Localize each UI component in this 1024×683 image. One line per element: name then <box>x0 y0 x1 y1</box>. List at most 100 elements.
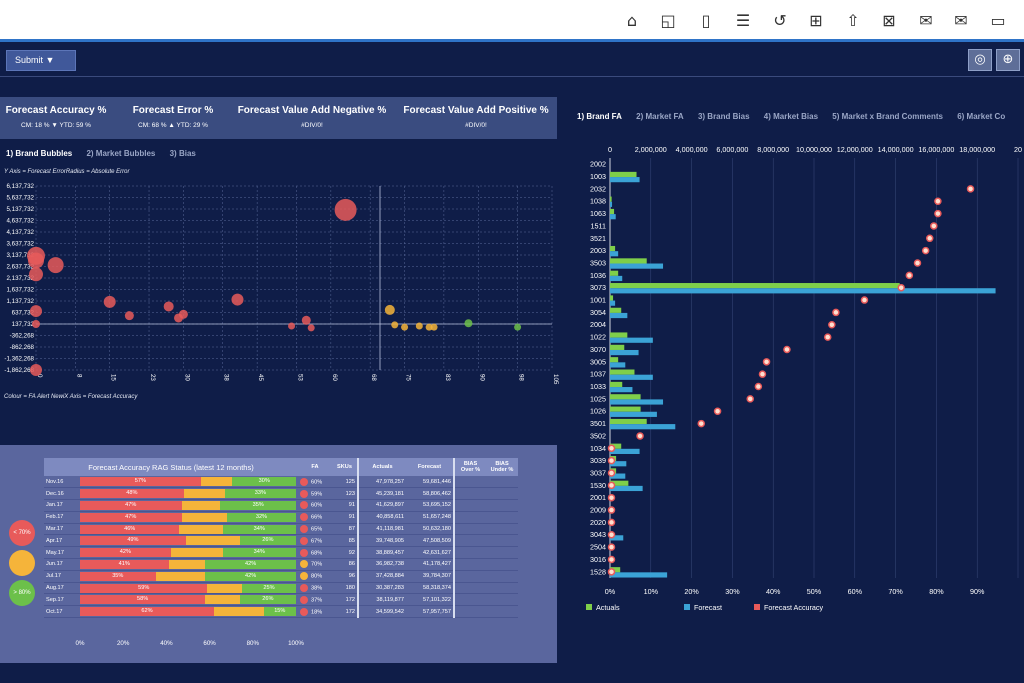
forecast-bar[interactable] <box>610 177 640 183</box>
forecast-bar[interactable] <box>610 349 639 356</box>
tab-market-bubbles[interactable]: 2) Market Bubbles <box>86 149 156 158</box>
chart-edit-icon[interactable]: ◱ <box>660 11 676 30</box>
accuracy-point[interactable] <box>762 358 771 366</box>
rag-stacked-bar[interactable]: 35% 42% <box>80 571 296 581</box>
forecast-bar[interactable] <box>610 399 664 405</box>
refresh-icon[interactable]: ↺ <box>773 11 787 30</box>
rag-stacked-bar[interactable]: 47% 32% <box>80 512 296 522</box>
accuracy-point[interactable] <box>934 197 942 205</box>
actuals-bar[interactable] <box>610 196 612 202</box>
tab-market-brand-comments[interactable]: 5) Market x Brand Comments <box>832 112 943 121</box>
bookmark-icon[interactable]: ▯ <box>701 11 711 30</box>
actuals-bar[interactable] <box>610 567 621 573</box>
accuracy-point[interactable] <box>607 568 616 576</box>
actuals-bar[interactable] <box>610 394 641 400</box>
actuals-bar[interactable] <box>610 406 641 412</box>
forecast-bar[interactable] <box>610 448 640 454</box>
tab-brand-fa[interactable]: 1) Brand FA <box>577 112 622 121</box>
globe-icon[interactable]: ⊕ <box>996 49 1020 71</box>
filter-icon[interactable]: ☰ <box>735 11 751 30</box>
accuracy-point[interactable] <box>713 407 722 415</box>
accuracy-point[interactable] <box>607 469 616 477</box>
forecast-bar[interactable] <box>610 572 668 578</box>
forecast-bar[interactable] <box>610 387 633 393</box>
bubble-point[interactable] <box>514 323 522 331</box>
tab-bias[interactable]: 3) Bias <box>169 149 196 158</box>
bubble-point[interactable] <box>30 305 42 318</box>
forecast-bar[interactable] <box>610 251 619 257</box>
bubble-point[interactable] <box>163 301 174 312</box>
rag-stacked-bar[interactable]: 59% 25% <box>80 583 296 593</box>
accuracy-point[interactable] <box>754 382 763 391</box>
forecast-bar[interactable] <box>610 424 676 430</box>
bubble-point[interactable] <box>103 295 116 308</box>
accuracy-point[interactable] <box>828 321 836 329</box>
accuracy-point[interactable] <box>823 333 832 341</box>
rag-stacked-bar[interactable]: 49% 26% <box>80 536 296 546</box>
tab-brand-bubbles[interactable]: 1) Brand Bubbles <box>6 149 73 158</box>
accuracy-point[interactable] <box>897 283 905 292</box>
forecast-bar[interactable] <box>610 485 643 492</box>
actuals-bar[interactable] <box>610 208 615 215</box>
accuracy-point[interactable] <box>607 531 616 539</box>
tab-market-fa[interactable]: 2) Market FA <box>636 112 684 121</box>
bubble-point[interactable] <box>425 323 433 331</box>
tab-market-co[interactable]: 6) Market Co <box>957 112 1006 121</box>
present-icon[interactable]: ⊞ <box>809 11 823 30</box>
accuracy-point[interactable] <box>607 456 616 465</box>
actuals-bar[interactable] <box>610 307 622 313</box>
bubble-point[interactable] <box>464 319 473 328</box>
bubble-point[interactable] <box>30 364 42 376</box>
actuals-bar[interactable] <box>610 245 616 252</box>
actuals-bar[interactable] <box>610 171 637 178</box>
actuals-bar[interactable] <box>610 381 623 388</box>
bubble-point[interactable] <box>29 267 43 282</box>
accuracy-point[interactable] <box>758 370 767 378</box>
actuals-bar[interactable] <box>610 332 628 338</box>
bubble-point[interactable] <box>32 320 40 328</box>
forecast-bar[interactable] <box>610 337 653 343</box>
bubble-point[interactable] <box>430 323 438 331</box>
rag-stacked-bar[interactable]: 48% 33% <box>80 489 296 499</box>
share-icon[interactable]: ⇧ <box>846 11 860 30</box>
forecast-bar[interactable] <box>610 374 653 380</box>
accuracy-point[interactable] <box>930 222 938 230</box>
accuracy-point[interactable] <box>913 259 922 267</box>
accuracy-point[interactable] <box>921 246 930 255</box>
actuals-bar[interactable] <box>610 480 629 486</box>
accuracy-point[interactable] <box>607 555 616 564</box>
rag-stacked-bar[interactable]: 42% 34% <box>80 548 296 558</box>
accuracy-point[interactable] <box>607 444 616 453</box>
bubble-point[interactable] <box>47 257 64 274</box>
window-icon[interactable]: ▭ <box>990 11 1006 30</box>
accuracy-point[interactable] <box>697 419 706 428</box>
bubble-point[interactable] <box>401 323 409 331</box>
submit-button[interactable]: Submit ▼ <box>6 50 76 71</box>
bubble-point[interactable] <box>415 322 423 330</box>
accuracy-point[interactable] <box>636 432 644 440</box>
accuracy-point[interactable] <box>607 543 616 551</box>
forecast-bar[interactable] <box>610 461 627 467</box>
bubble-point[interactable] <box>301 315 311 325</box>
forecast-bar[interactable] <box>610 362 626 368</box>
bubble-point[interactable] <box>231 293 244 306</box>
forecast-bar[interactable] <box>610 288 996 294</box>
bubble-point[interactable] <box>288 322 296 330</box>
bubble-point[interactable] <box>334 198 357 221</box>
actuals-bar[interactable] <box>610 369 635 375</box>
actuals-bar[interactable] <box>610 270 619 276</box>
accuracy-point[interactable] <box>607 506 616 514</box>
actuals-bar[interactable] <box>610 443 622 449</box>
forecast-bar[interactable] <box>610 214 616 220</box>
target-icon[interactable]: ◎ <box>968 49 992 71</box>
accuracy-point[interactable] <box>925 234 934 243</box>
bubble-point[interactable] <box>28 252 44 269</box>
accuracy-point[interactable] <box>860 296 869 304</box>
forecast-bar[interactable] <box>610 263 664 269</box>
forecast-bar[interactable] <box>610 535 624 541</box>
accuracy-point[interactable] <box>832 308 840 317</box>
forecast-bar[interactable] <box>610 312 628 319</box>
accuracy-point[interactable] <box>607 518 616 527</box>
forecast-bar[interactable] <box>610 473 626 479</box>
bubble-point[interactable] <box>124 311 134 321</box>
